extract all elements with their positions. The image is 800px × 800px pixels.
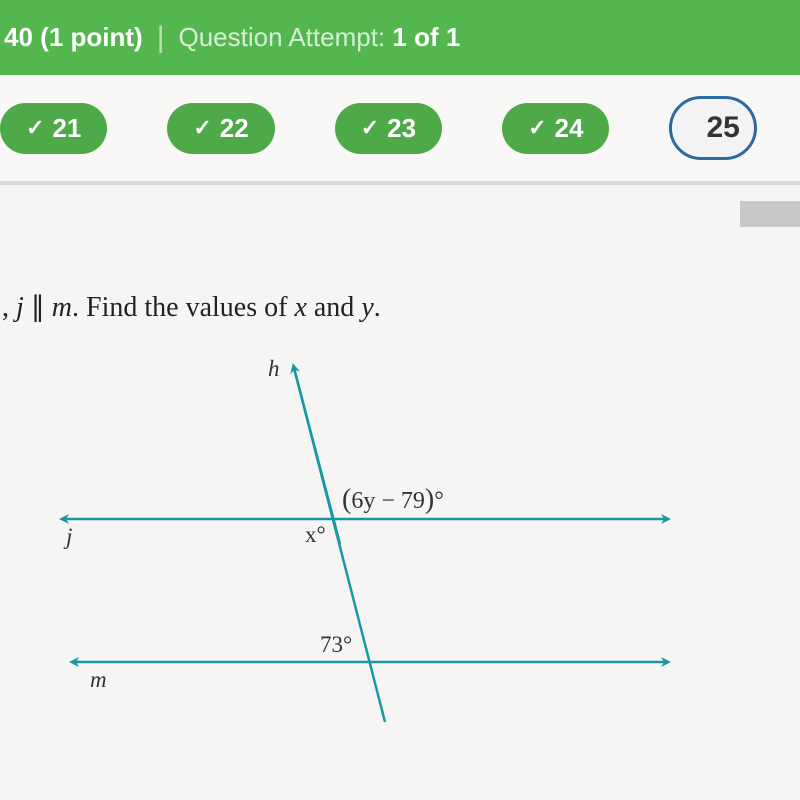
- question-nav-row: ✓ 21 ✓ 22 ✓ 23 ✓ 24 25: [0, 75, 800, 185]
- pill-number: 23: [387, 113, 416, 144]
- nav-pill-21[interactable]: ✓ 21: [0, 103, 107, 154]
- check-icon: ✓: [26, 115, 44, 141]
- check-icon: ✓: [361, 115, 379, 141]
- nav-pill-24[interactable]: ✓ 24: [502, 103, 609, 154]
- grey-strip: [740, 201, 800, 227]
- question-number: 40 (1 point): [4, 22, 143, 53]
- header-divider: |: [157, 21, 165, 55]
- check-icon: ✓: [193, 115, 211, 141]
- diagram-svg: [40, 354, 690, 724]
- header-bar: 40 (1 point) | Question Attempt: 1 of 1: [0, 0, 800, 75]
- angle-73: 73°: [320, 632, 352, 658]
- question-prompt: , j ∥ m. Find the values of x and y.: [0, 290, 800, 324]
- nav-pill-23[interactable]: ✓ 23: [335, 103, 442, 154]
- nav-pill-22[interactable]: ✓ 22: [167, 103, 274, 154]
- pill-number: 22: [220, 113, 249, 144]
- label-m: m: [90, 667, 107, 693]
- label-j: j: [66, 524, 72, 550]
- attempt-value: 1 of 1: [392, 22, 460, 53]
- label-h: h: [268, 356, 280, 382]
- geometry-diagram: h j m (6y − 79)° x° 73°: [40, 354, 690, 724]
- question-content: , j ∥ m. Find the values of x and y. h j…: [0, 185, 800, 800]
- angle-x: x°: [305, 522, 326, 548]
- attempt-label: Question Attempt:: [178, 22, 385, 53]
- pill-number: 25: [706, 111, 739, 145]
- nav-pill-25-current[interactable]: 25: [669, 96, 756, 160]
- pill-number: 21: [52, 113, 81, 144]
- angle-6y-79: (6y − 79)°: [342, 484, 444, 516]
- check-icon: ✓: [528, 115, 546, 141]
- pill-number: 24: [555, 113, 584, 144]
